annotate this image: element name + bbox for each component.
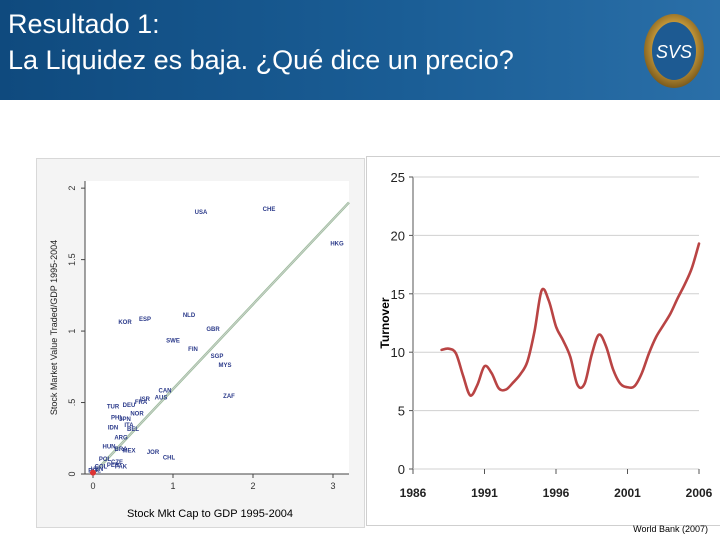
turnover-x-tick-label: 2006 [686,486,713,500]
scatter-y-tick-label: 0 [67,471,77,476]
scatter-y-tick-label: 1.5 [67,253,77,266]
scatter-caption: Stock Mkt Cap to GDP 1995-2004 [126,508,294,520]
turnover-x-tick-label: 2001 [614,486,641,500]
scatter-fit-line-highlight [92,202,350,475]
scatter-point-label: NOR [130,411,144,417]
scatter-point-label: ISR [140,397,151,403]
turnover-y-tick-label: 0 [398,462,405,477]
scatter-x-tick-label: 1 [170,481,175,491]
scatter-point-label: PAK [115,464,128,470]
scatter-y-tick-label: 2 [67,186,77,191]
scatter-point-label: IDN [108,426,118,432]
scatter-point-label: MEX [122,449,135,455]
scatter-point-label: TUR [107,404,120,410]
scatter-point-label: BEL [127,427,139,433]
scatter-point-label: FIN [188,347,198,353]
scatter-point-label: USA [195,210,208,216]
scatter-point-label: VEN [91,467,103,473]
scatter-point-label: KOR [118,320,132,326]
scatter-panel: 0 .5 1 1.5 2 0 1 2 3 Stock Market Value Traded/GD… [36,158,365,528]
turnover-y-axis-label: Turnover [378,297,392,348]
scatter-point-label: COL [95,464,108,470]
scatter-origin-marker [90,469,96,476]
scatter-y-tick-label: 1 [67,329,77,334]
scatter-chart: 0 .5 1 1.5 2 0 1 2 3 Stock Market Value Traded/GD… [49,181,350,491]
scatter-point-label: HKG [330,241,344,247]
turnover-panel: 0 5 10 15 20 25 1986 1991 1996 2001 2006 Turnover [366,156,720,526]
turnover-series-line [440,242,701,397]
title-line-1: Resultado 1: [8,9,160,39]
turnover-x-tick-label: 1996 [543,486,570,500]
slide-header: Resultado 1: La Liquidez es baja. ¿Qué d… [0,0,720,100]
scatter-point-label: PHL [111,416,123,422]
slide-title: Resultado 1: La Liquidez es baja. ¿Qué d… [8,6,514,78]
scatter-point-label: ITA [124,423,134,429]
turnover-x-tick-label: 1986 [400,486,427,500]
scatter-point-label: ESP [139,317,151,323]
scatter-point-label: CAN [159,389,172,395]
turnover-y-tick-label: 25 [391,170,405,185]
turnover-y-tick-label: 5 [398,404,405,419]
scatter-x-tick-label: 3 [330,481,335,491]
scatter-point-label: NLD [183,313,196,319]
scatter-point-label: CZE [111,460,123,466]
scatter-point-label: SGP [211,354,224,360]
scatter-point-label: DEU [123,403,136,409]
scatter-point-label: PER [107,463,120,469]
turnover-chart: 0 5 10 15 20 25 1986 1991 1996 2001 2006 Turnover [378,170,713,500]
scatter-point-label: HUN [103,444,116,450]
scatter-x-tick-label: 2 [250,481,255,491]
scatter-point-label: JOR [147,450,160,456]
scatter-plot-area [85,181,349,474]
scatter-point-label: ZAF [223,394,235,400]
svs-logo: SVS [644,14,704,88]
scatter-point-label: POL [99,457,112,463]
scatter-point-label: BRA [115,447,129,453]
scatter-point-label: CHE [263,207,276,213]
scatter-point-label: FRA [135,400,148,406]
scatter-y-axis-label: Stock Market Value Traded/GDP 1995-2004 [49,240,59,415]
scatter-point-label: GBR [206,327,220,333]
scatter-x-tick-label: 0 [90,481,95,491]
scatter-point-label: SWE [166,339,180,345]
scatter-point-label: MYS [218,363,231,369]
turnover-x-tick-label: 1991 [471,486,498,500]
source-note: World Bank (2007) [633,524,708,534]
scatter-point-label: AUS [155,396,168,402]
turnover-y-tick-label: 15 [391,287,405,302]
scatter-point-label: JPN [119,417,131,423]
title-line-2: La Liquidez es baja. ¿Qué dice un precio… [8,45,514,75]
scatter-y-tick-label: .5 [67,399,77,407]
logo-text: SVS [656,42,692,62]
scatter-point-label: ARG [114,436,128,442]
turnover-y-tick-label: 10 [391,345,405,360]
turnover-y-tick-label: 20 [391,228,405,243]
scatter-point-label: CHL [163,456,176,462]
